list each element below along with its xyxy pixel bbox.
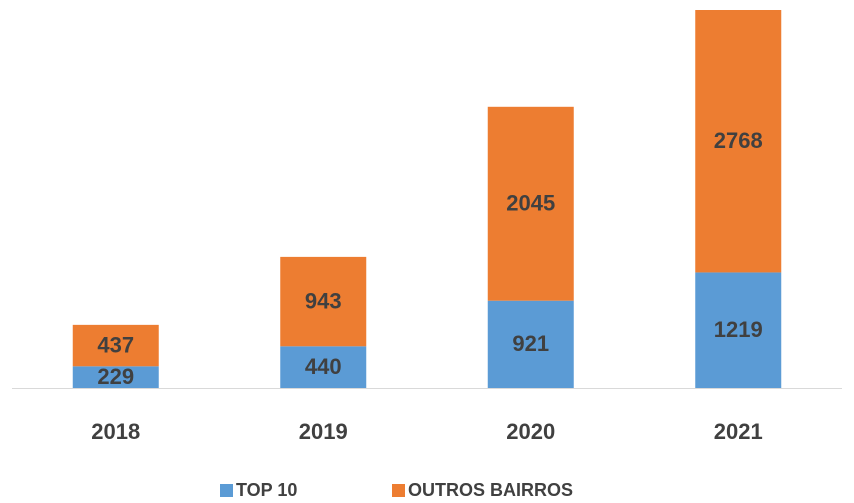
legend-swatch <box>220 484 233 497</box>
data-label: 1219 <box>714 317 763 342</box>
bar-segment <box>487 106 574 301</box>
x-tick-label: 2018 <box>91 419 140 444</box>
data-label: 440 <box>305 354 342 379</box>
legend-label: TOP 10 <box>236 480 297 500</box>
x-tick-label: 2019 <box>299 419 348 444</box>
data-label: 437 <box>97 332 134 357</box>
data-label: 921 <box>512 331 549 356</box>
data-label: 2768 <box>714 128 763 153</box>
legend-label: OUTROS BAIRROS <box>408 480 573 500</box>
bar-segment <box>280 256 367 347</box>
data-label: 943 <box>305 288 342 313</box>
bar-segment <box>72 366 159 388</box>
x-tick-label: 2021 <box>714 419 763 444</box>
x-tick-label: 2020 <box>506 419 555 444</box>
bar-segment <box>72 324 159 367</box>
bar-segment <box>280 346 367 388</box>
data-label: 229 <box>97 364 134 389</box>
bar-segment <box>695 272 782 388</box>
data-label: 2045 <box>506 191 555 216</box>
bar-segment <box>695 10 782 273</box>
bar-segment <box>487 300 574 388</box>
legend-swatch <box>392 484 405 497</box>
